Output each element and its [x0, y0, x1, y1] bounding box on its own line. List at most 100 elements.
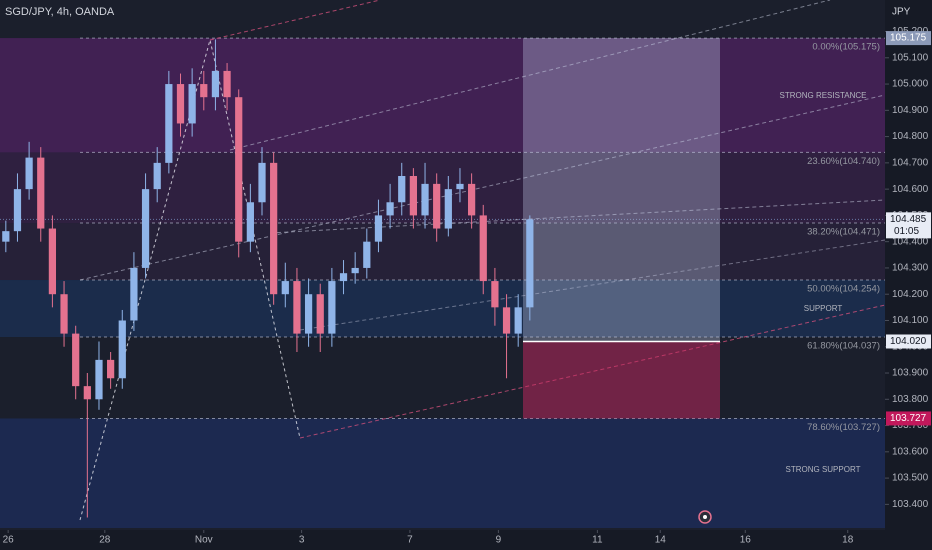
x-tick-label: Nov	[195, 535, 213, 546]
x-tick-label: 26	[3, 535, 15, 546]
candle-body	[118, 320, 126, 379]
price-badge-label: 103.727	[890, 413, 927, 424]
price-axis	[885, 0, 932, 550]
candle-body	[409, 176, 417, 216]
time-axis	[0, 530, 885, 550]
fib-label: 78.60%(103.727)	[807, 422, 880, 433]
countdown: 01:05	[894, 226, 919, 237]
candle-body	[514, 307, 522, 334]
fib-label: 0.00%(105.175)	[812, 42, 880, 53]
x-tick-label: 7	[407, 535, 413, 546]
x-tick-label: 16	[740, 535, 752, 546]
y-tick-label: 105.000	[892, 79, 929, 90]
candle-body	[293, 281, 301, 334]
x-tick-label: 9	[496, 535, 502, 546]
candle-body	[270, 162, 278, 295]
candle-body	[141, 189, 150, 268]
fib-zone	[0, 337, 885, 418]
fib-zone	[0, 38, 885, 153]
candle-body	[502, 307, 511, 334]
candle-body	[72, 333, 80, 387]
candle-body	[316, 294, 324, 334]
event-icon-dot	[703, 515, 707, 519]
candle-body	[246, 202, 254, 242]
candle-body	[200, 84, 208, 98]
channel-line	[209, 0, 381, 41]
zigzag	[79, 39, 301, 521]
x-tick-label: 11	[592, 535, 603, 546]
y-tick-label: 104.800	[892, 131, 929, 142]
fib-label: 50.00%(104.254)	[807, 284, 880, 295]
price-badge	[886, 31, 931, 46]
candle-body	[304, 294, 313, 334]
candle-body	[13, 189, 22, 232]
price-badge-label: 104.020	[890, 336, 927, 347]
target-zone	[523, 38, 720, 342]
y-tick-label: 104.300	[892, 263, 929, 274]
candle-body	[456, 183, 464, 190]
annotation: STRONG SUPPORT	[786, 465, 861, 474]
candle-body	[258, 162, 266, 203]
y-tick-label: 104.100	[892, 315, 929, 326]
candle-body	[328, 281, 336, 334]
candle-body	[235, 97, 243, 242]
candles	[2, 39, 534, 518]
candle-body	[398, 176, 406, 203]
candle-body	[351, 267, 359, 274]
chart-title: SGD/JPY, 4h, OANDA	[5, 6, 115, 18]
fib-label: 23.60%(104.740)	[807, 156, 880, 167]
drawings	[79, 0, 886, 521]
price-badge	[886, 334, 931, 349]
y-tick-label: 103.700	[892, 420, 929, 431]
candle-body	[386, 202, 394, 216]
fib-zone	[0, 152, 885, 224]
candle-body	[491, 281, 499, 308]
candle-body	[165, 84, 173, 163]
y-tick-label: 104.200	[892, 289, 929, 300]
y-tick-label: 103.800	[892, 394, 929, 405]
x-tick-label: 3	[299, 535, 305, 546]
y-tick-label: 104.400	[892, 236, 929, 247]
channel-line	[299, 239, 886, 331]
y-tick-label: 104.700	[892, 158, 929, 169]
candle-body	[83, 386, 91, 400]
fib-label: 38.20%(104.471)	[807, 227, 880, 238]
price-badge	[886, 212, 931, 239]
candle-body	[130, 267, 138, 321]
fib-zone	[0, 280, 885, 338]
y-tick-label: 104.600	[892, 184, 929, 195]
y-axis-label: JPY	[892, 7, 911, 18]
y-tick-label: 103.500	[892, 473, 929, 484]
candle-body	[25, 157, 33, 190]
candle-body	[281, 281, 289, 295]
fib-label: 61.80%(104.037)	[807, 341, 880, 352]
y-tick-label: 103.900	[892, 368, 929, 379]
candle-body	[526, 219, 534, 308]
candle-body	[374, 215, 383, 242]
axes: 103.400 103.500 103.600 103.700 103.800 103.9…	[3, 26, 931, 546]
candle-body	[107, 359, 115, 379]
stop-zone	[523, 341, 720, 419]
candle-body	[2, 231, 10, 242]
y-tick-label: 103.600	[892, 446, 929, 457]
x-tick-label: 14	[655, 535, 667, 546]
candle-body	[433, 183, 441, 229]
channel-line	[229, 0, 831, 151]
price-badge-label: 104.485	[890, 214, 927, 225]
x-tick-label: 28	[99, 535, 111, 546]
candle-body	[339, 273, 348, 282]
candle-body	[444, 189, 452, 229]
candle-body	[211, 70, 220, 98]
fib-zone	[0, 418, 885, 528]
candle-body	[60, 294, 68, 334]
y-tick-label: 103.400	[892, 499, 929, 510]
candle-body	[223, 70, 231, 98]
channel-line	[79, 94, 886, 281]
channel-line	[269, 199, 886, 234]
candle-body	[363, 241, 371, 268]
x-tick-label: 18	[842, 535, 854, 546]
price-badge-label: 105.175	[890, 33, 927, 44]
